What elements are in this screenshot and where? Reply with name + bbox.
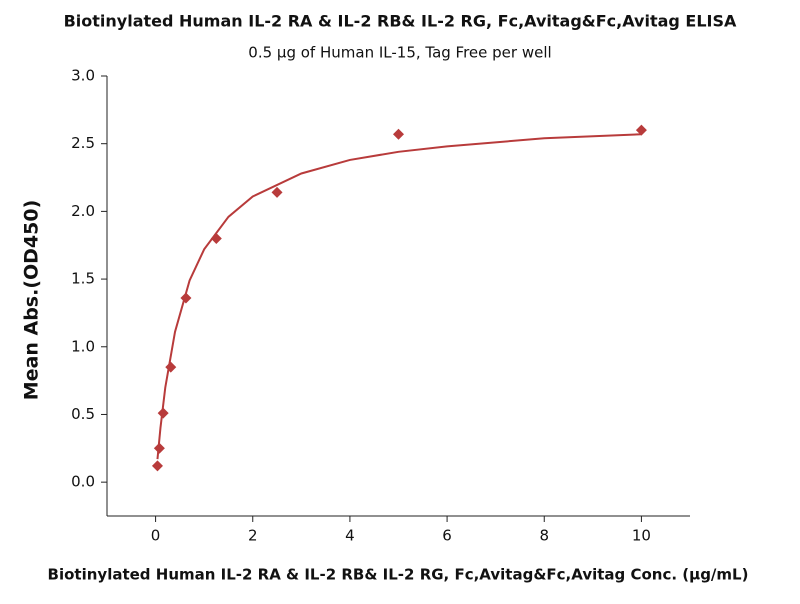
data-point xyxy=(151,460,163,472)
data-point xyxy=(180,292,192,304)
y-tick-label: 0.5 xyxy=(71,405,95,423)
y-tick-label: 2.5 xyxy=(71,134,95,152)
y-tick-label: 1.5 xyxy=(71,270,95,288)
chart-subtitle: 0.5 μg of Human IL-15, Tag Free per well xyxy=(248,44,551,62)
data-point xyxy=(210,232,222,244)
y-axis-label: Mean Abs.(OD450) xyxy=(21,200,43,401)
data-point xyxy=(153,442,165,454)
x-tick-label: 4 xyxy=(345,527,355,545)
data-point xyxy=(635,124,647,136)
data-point xyxy=(165,361,177,373)
data-point xyxy=(393,128,404,140)
x-tick-label: 6 xyxy=(442,527,452,545)
data-point xyxy=(157,407,169,419)
x-tick-label: 8 xyxy=(539,527,549,545)
x-tick-label: 2 xyxy=(248,527,258,545)
x-axis-label: Biotinylated Human IL-2 RA & IL-2 RB& IL… xyxy=(48,566,749,584)
y-tick-label: 2.0 xyxy=(71,202,95,220)
fit-curve xyxy=(156,133,642,460)
y-tick-label: 0.0 xyxy=(71,473,95,491)
chart-title: Biotinylated Human IL-2 RA & IL-2 RB& IL… xyxy=(64,12,737,31)
x-tick-label: 10 xyxy=(632,527,651,545)
x-tick-label: 0 xyxy=(151,527,161,545)
data-point xyxy=(271,186,283,198)
y-tick-label: 3.0 xyxy=(71,67,95,85)
y-tick-label: 1.0 xyxy=(71,337,95,355)
